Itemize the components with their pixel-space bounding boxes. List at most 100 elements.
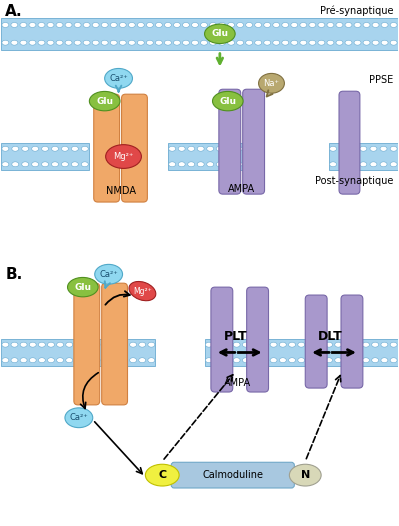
Ellipse shape — [11, 23, 18, 27]
Text: Mg²⁺: Mg²⁺ — [133, 287, 152, 296]
Ellipse shape — [252, 342, 259, 347]
Ellipse shape — [192, 23, 198, 27]
Ellipse shape — [2, 342, 9, 347]
Ellipse shape — [164, 40, 172, 45]
Ellipse shape — [353, 342, 360, 347]
Ellipse shape — [20, 342, 27, 347]
Ellipse shape — [237, 23, 244, 27]
Ellipse shape — [57, 358, 63, 362]
Ellipse shape — [56, 23, 63, 27]
Ellipse shape — [75, 358, 82, 362]
Ellipse shape — [84, 358, 91, 362]
Ellipse shape — [164, 23, 172, 27]
Ellipse shape — [148, 342, 155, 347]
Ellipse shape — [282, 23, 289, 27]
Ellipse shape — [215, 358, 222, 362]
Ellipse shape — [252, 358, 259, 362]
FancyBboxPatch shape — [247, 287, 269, 392]
Ellipse shape — [243, 342, 249, 347]
Ellipse shape — [92, 23, 99, 27]
Ellipse shape — [32, 146, 39, 151]
Ellipse shape — [360, 162, 367, 167]
Ellipse shape — [12, 146, 19, 151]
Ellipse shape — [390, 342, 397, 347]
Ellipse shape — [106, 145, 141, 168]
Ellipse shape — [29, 342, 36, 347]
Ellipse shape — [233, 358, 240, 362]
Ellipse shape — [38, 23, 45, 27]
Ellipse shape — [38, 342, 45, 347]
Ellipse shape — [318, 23, 325, 27]
Ellipse shape — [205, 342, 212, 347]
Ellipse shape — [139, 342, 146, 347]
Ellipse shape — [93, 342, 100, 347]
Ellipse shape — [29, 40, 36, 45]
Ellipse shape — [2, 162, 9, 167]
Ellipse shape — [327, 40, 334, 45]
Ellipse shape — [291, 23, 298, 27]
Ellipse shape — [209, 40, 217, 45]
Ellipse shape — [259, 74, 284, 93]
FancyBboxPatch shape — [122, 94, 147, 202]
Ellipse shape — [61, 146, 68, 151]
Ellipse shape — [74, 23, 81, 27]
Ellipse shape — [340, 162, 347, 167]
Ellipse shape — [354, 40, 361, 45]
Ellipse shape — [137, 23, 144, 27]
Ellipse shape — [216, 162, 223, 167]
Ellipse shape — [350, 162, 357, 167]
Ellipse shape — [38, 40, 45, 45]
Ellipse shape — [119, 23, 126, 27]
Ellipse shape — [370, 162, 377, 167]
Ellipse shape — [110, 23, 117, 27]
Ellipse shape — [390, 146, 397, 151]
Ellipse shape — [146, 40, 153, 45]
Ellipse shape — [307, 358, 314, 362]
Ellipse shape — [219, 23, 225, 27]
Ellipse shape — [29, 358, 36, 362]
Ellipse shape — [273, 40, 280, 45]
Text: C: C — [158, 470, 166, 480]
Text: Glu: Glu — [219, 97, 236, 106]
Ellipse shape — [330, 162, 336, 167]
Ellipse shape — [101, 40, 108, 45]
Ellipse shape — [209, 23, 217, 27]
Ellipse shape — [102, 342, 109, 347]
Ellipse shape — [74, 40, 81, 45]
FancyBboxPatch shape — [341, 295, 363, 388]
Ellipse shape — [298, 358, 305, 362]
Ellipse shape — [2, 23, 9, 27]
Ellipse shape — [300, 40, 307, 45]
Ellipse shape — [273, 23, 280, 27]
Ellipse shape — [56, 40, 63, 45]
Ellipse shape — [22, 146, 29, 151]
Ellipse shape — [174, 40, 180, 45]
Ellipse shape — [307, 342, 314, 347]
Ellipse shape — [235, 162, 242, 167]
Ellipse shape — [148, 358, 155, 362]
Ellipse shape — [300, 23, 307, 27]
Ellipse shape — [327, 23, 334, 27]
Ellipse shape — [381, 358, 388, 362]
Ellipse shape — [227, 23, 235, 27]
Ellipse shape — [243, 358, 249, 362]
Ellipse shape — [235, 146, 242, 151]
Ellipse shape — [246, 23, 253, 27]
FancyBboxPatch shape — [74, 283, 100, 405]
Ellipse shape — [353, 358, 360, 362]
Ellipse shape — [372, 358, 379, 362]
Ellipse shape — [2, 358, 9, 362]
Ellipse shape — [174, 23, 180, 27]
Ellipse shape — [188, 162, 195, 167]
Ellipse shape — [47, 342, 54, 347]
Ellipse shape — [47, 40, 54, 45]
Ellipse shape — [282, 40, 289, 45]
Ellipse shape — [363, 40, 370, 45]
Ellipse shape — [93, 358, 100, 362]
Ellipse shape — [71, 146, 78, 151]
Ellipse shape — [20, 23, 27, 27]
Bar — [168, 143, 243, 170]
Ellipse shape — [47, 358, 54, 362]
Text: Ca²⁺: Ca²⁺ — [109, 74, 128, 83]
Ellipse shape — [197, 162, 204, 167]
